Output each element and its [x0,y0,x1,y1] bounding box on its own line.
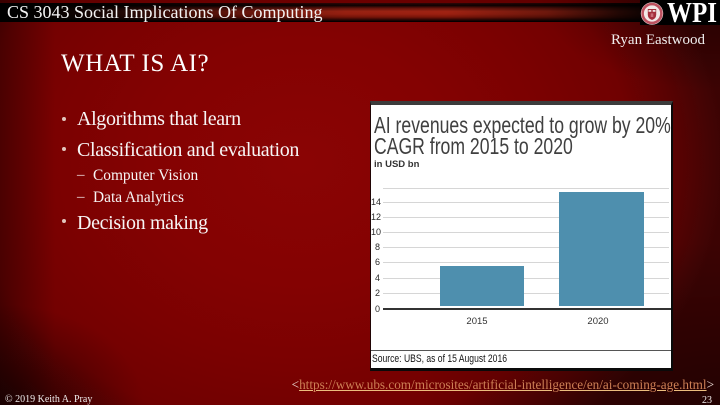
svg-text:WPI: WPI [667,0,717,26]
